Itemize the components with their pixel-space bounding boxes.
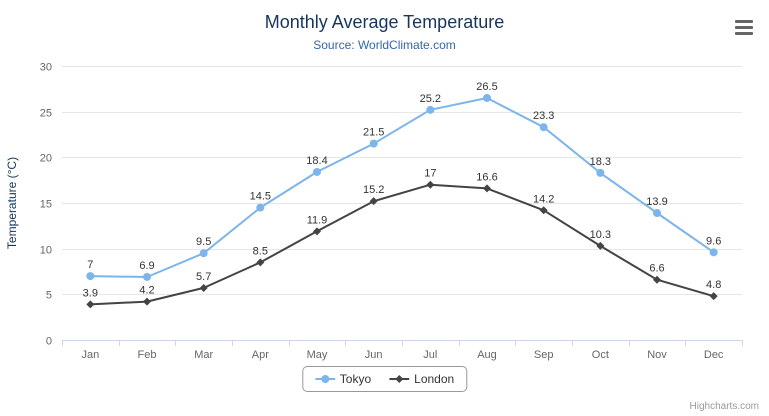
- data-point-tokyo[interactable]: [483, 93, 491, 102]
- x-axis-category-label: May: [307, 349, 328, 361]
- data-point-london[interactable]: [596, 241, 605, 250]
- data-point-tokyo[interactable]: [313, 167, 321, 176]
- data-point-london[interactable]: [199, 283, 208, 292]
- x-axis-category-label: Feb: [138, 349, 157, 361]
- data-label-london: 3.9: [83, 287, 98, 299]
- data-label-london: 10.3: [590, 229, 611, 241]
- data-label-london: 4.2: [139, 285, 154, 297]
- london-series-marker-icon: [389, 373, 410, 385]
- x-axis-category-label: Oct: [592, 349, 609, 361]
- data-label-london: 11.9: [307, 214, 328, 226]
- x-axis-category-label: Jun: [365, 349, 383, 361]
- y-axis-label: 20: [40, 153, 52, 165]
- data-label-tokyo: 7: [87, 259, 93, 271]
- data-label-tokyo: 14.5: [250, 191, 271, 203]
- data-point-london[interactable]: [313, 227, 321, 236]
- data-point-tokyo[interactable]: [539, 123, 548, 132]
- data-label-london: 16.6: [476, 171, 497, 183]
- data-point-london[interactable]: [539, 206, 548, 215]
- x-axis-category-label: Apr: [252, 349, 269, 361]
- data-point-tokyo[interactable]: [143, 272, 151, 281]
- data-point-london[interactable]: [709, 292, 718, 301]
- data-label-london: 8.5: [253, 245, 268, 257]
- y-axis-label: 5: [46, 290, 52, 302]
- data-label-tokyo: 18.4: [306, 155, 327, 167]
- data-label-tokyo: 26.5: [476, 81, 497, 93]
- chart-subtitle: Source: WorldClimate.com: [313, 38, 456, 52]
- data-label-tokyo: 13.9: [646, 196, 667, 208]
- x-axis-category-label: Mar: [194, 349, 213, 361]
- data-label-london: 17: [424, 168, 436, 180]
- hamburger-bar: [735, 19, 753, 23]
- x-axis-category-label: Dec: [704, 349, 724, 361]
- hamburger-bar: [735, 25, 753, 29]
- data-label-tokyo: 25.2: [420, 93, 441, 105]
- data-label-tokyo: 18.3: [590, 156, 611, 168]
- data-point-london[interactable]: [86, 300, 95, 309]
- y-axis-title: Temperature (°C): [5, 157, 19, 249]
- data-point-tokyo[interactable]: [199, 249, 208, 258]
- data-point-london[interactable]: [653, 275, 661, 284]
- data-label-tokyo: 9.5: [196, 236, 211, 248]
- data-point-london[interactable]: [143, 297, 151, 306]
- data-label-tokyo: 23.3: [533, 110, 554, 122]
- data-point-tokyo[interactable]: [426, 105, 435, 114]
- y-axis-label: 30: [40, 62, 52, 74]
- legend: Tokyo London: [301, 366, 468, 392]
- highcharts-credits-link[interactable]: Highcharts.com: [689, 401, 759, 412]
- data-point-tokyo[interactable]: [653, 209, 661, 218]
- legend-label-tokyo: Tokyo: [339, 372, 372, 386]
- data-label-london: 15.2: [363, 184, 384, 196]
- data-point-london[interactable]: [369, 197, 378, 206]
- data-point-london[interactable]: [426, 180, 435, 189]
- legend-label-london: London: [414, 372, 455, 386]
- y-axis-label: 0: [46, 336, 52, 348]
- data-point-london[interactable]: [256, 258, 265, 267]
- x-axis-category-label: Nov: [647, 349, 667, 361]
- hamburger-menu-icon[interactable]: [731, 16, 757, 38]
- data-label-london: 14.2: [533, 193, 554, 205]
- y-axis-label: 25: [40, 108, 52, 120]
- data-label-london: 5.7: [196, 271, 211, 283]
- x-axis-category-label: Sep: [534, 349, 554, 361]
- y-axis-label: 15: [40, 199, 52, 211]
- chart-title: Monthly Average Temperature: [264, 12, 505, 32]
- x-axis-category-label: Jul: [423, 349, 437, 361]
- data-label-tokyo: 6.9: [139, 260, 154, 272]
- x-axis-category-label: Aug: [477, 349, 497, 361]
- data-label-london: 6.6: [649, 263, 664, 275]
- tokyo-series-marker-icon: [314, 373, 335, 385]
- x-axis-category-label: Jan: [81, 349, 99, 361]
- data-point-tokyo[interactable]: [369, 139, 378, 148]
- data-point-tokyo[interactable]: [596, 168, 605, 177]
- data-label-tokyo: 21.5: [363, 127, 384, 139]
- data-label-london: 4.8: [706, 279, 721, 291]
- series-line-london: [90, 183, 714, 306]
- legend-item-tokyo[interactable]: Tokyo: [314, 372, 372, 386]
- hamburger-bar: [735, 31, 753, 35]
- data-label-tokyo: 9.6: [706, 235, 721, 247]
- data-point-london[interactable]: [483, 184, 491, 193]
- data-point-tokyo[interactable]: [256, 203, 265, 212]
- data-point-tokyo[interactable]: [709, 248, 718, 257]
- legend-item-london[interactable]: London: [389, 372, 454, 386]
- data-point-tokyo[interactable]: [86, 272, 95, 281]
- y-axis-label: 10: [40, 245, 52, 257]
- series-line-tokyo: [90, 97, 715, 278]
